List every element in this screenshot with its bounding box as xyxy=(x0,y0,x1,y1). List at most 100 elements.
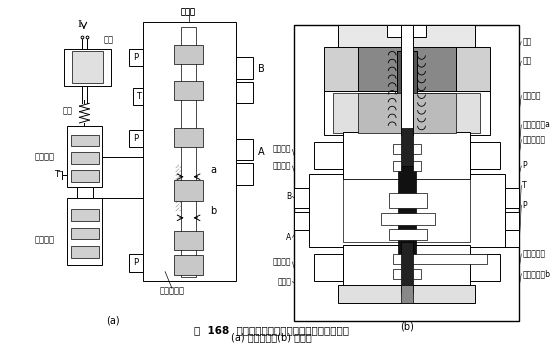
Bar xyxy=(129,130,142,147)
Bar xyxy=(398,166,416,254)
Bar xyxy=(334,93,480,133)
Text: 主阀心: 主阀心 xyxy=(181,8,196,17)
Bar xyxy=(294,212,309,229)
Bar xyxy=(77,186,93,198)
Bar xyxy=(174,45,203,64)
Text: T: T xyxy=(522,181,527,190)
Text: P: P xyxy=(522,161,527,171)
Bar xyxy=(343,179,470,242)
Text: A: A xyxy=(258,147,264,157)
Bar xyxy=(338,25,475,61)
Text: I: I xyxy=(77,20,81,29)
Bar xyxy=(181,27,197,277)
Bar xyxy=(413,254,487,264)
Bar xyxy=(413,161,420,171)
Text: 磁钢: 磁钢 xyxy=(522,37,531,46)
Bar xyxy=(71,152,99,164)
Bar xyxy=(413,269,420,279)
Bar xyxy=(470,141,500,169)
Bar xyxy=(505,229,519,247)
Bar xyxy=(174,81,203,100)
Bar xyxy=(129,254,142,272)
Bar xyxy=(393,144,401,154)
Bar xyxy=(343,245,470,289)
Bar xyxy=(338,286,475,303)
Text: 主阀心: 主阀心 xyxy=(181,8,196,17)
Bar xyxy=(387,25,427,37)
Text: 调零弹簧: 调零弹簧 xyxy=(522,91,541,100)
Bar xyxy=(393,254,401,264)
Text: P: P xyxy=(522,201,527,209)
Bar xyxy=(393,161,401,171)
Text: 主阀驱动腔b: 主阀驱动腔b xyxy=(522,269,550,278)
Bar xyxy=(72,52,104,83)
Text: 弹簧: 弹簧 xyxy=(63,107,73,116)
Bar xyxy=(235,163,253,185)
Text: B: B xyxy=(258,64,264,74)
Text: 主阀驱动腔a: 主阀驱动腔a xyxy=(522,120,550,129)
Text: (a) 工作原理；(b) 结构图: (a) 工作原理；(b) 结构图 xyxy=(232,332,312,342)
Bar xyxy=(71,209,99,221)
Text: 先导阀套: 先导阀套 xyxy=(34,153,54,162)
Bar xyxy=(397,52,417,105)
Text: 先导阀心: 先导阀心 xyxy=(273,145,291,154)
Bar xyxy=(67,198,102,265)
Bar xyxy=(358,46,456,90)
Text: T: T xyxy=(136,92,141,101)
Bar xyxy=(389,193,427,208)
Bar xyxy=(413,144,420,154)
Bar xyxy=(67,126,102,186)
Bar xyxy=(235,57,253,79)
Bar xyxy=(71,246,99,258)
Bar xyxy=(235,82,253,103)
Bar xyxy=(381,213,435,225)
Bar xyxy=(401,128,413,182)
Bar xyxy=(456,46,490,90)
Bar xyxy=(133,88,142,105)
Bar xyxy=(174,180,203,201)
Bar xyxy=(235,139,253,160)
Bar xyxy=(64,49,111,86)
Bar xyxy=(294,25,519,321)
Bar xyxy=(314,141,343,169)
Bar xyxy=(387,100,427,110)
Text: 线圈: 线圈 xyxy=(522,57,531,66)
Bar xyxy=(470,254,500,281)
Text: 图  168  直接位置反馈型电液伺服阀的工作原理图: 图 168 直接位置反馈型电液伺服阀的工作原理图 xyxy=(194,325,349,335)
Bar xyxy=(324,46,358,90)
Text: (a): (a) xyxy=(106,315,120,325)
Text: (b): (b) xyxy=(400,321,414,332)
Bar xyxy=(505,212,519,229)
Bar xyxy=(71,228,99,239)
Bar xyxy=(129,49,142,66)
Bar xyxy=(324,90,490,135)
Bar xyxy=(71,135,99,147)
Text: 先导阀心: 先导阀心 xyxy=(34,236,54,245)
Text: b: b xyxy=(210,206,217,216)
Bar xyxy=(314,254,343,281)
Bar xyxy=(401,242,413,293)
Bar xyxy=(401,25,413,135)
Bar xyxy=(174,255,203,275)
Text: 固定节流孔: 固定节流孔 xyxy=(522,249,546,259)
Bar xyxy=(309,174,505,247)
Text: 主阀心: 主阀心 xyxy=(278,277,291,286)
Bar xyxy=(358,93,456,133)
Text: A: A xyxy=(286,233,291,242)
Bar xyxy=(401,286,413,303)
Bar xyxy=(174,230,203,250)
Bar xyxy=(343,132,470,179)
Text: B: B xyxy=(286,192,291,201)
Bar xyxy=(294,189,309,208)
Bar xyxy=(389,229,427,240)
Bar xyxy=(174,128,203,147)
Text: a: a xyxy=(210,165,216,175)
Bar xyxy=(71,170,99,182)
Text: 先导阀口: 先导阀口 xyxy=(273,161,291,171)
Text: T: T xyxy=(54,170,59,179)
Text: P: P xyxy=(133,134,138,143)
Text: 线圈: 线圈 xyxy=(104,35,114,44)
Bar xyxy=(505,189,519,208)
Text: P: P xyxy=(133,53,138,62)
Text: 固定节流孔: 固定节流孔 xyxy=(160,287,184,296)
